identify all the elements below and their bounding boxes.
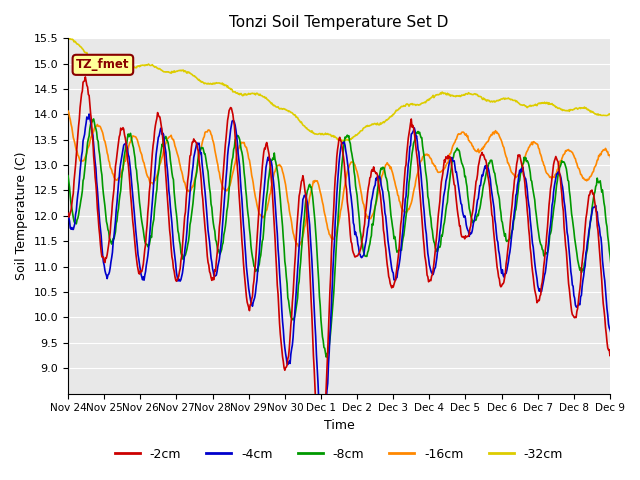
Y-axis label: Soil Temperature (C): Soil Temperature (C) <box>15 152 28 280</box>
X-axis label: Time: Time <box>324 419 355 432</box>
Title: Tonzi Soil Temperature Set D: Tonzi Soil Temperature Set D <box>229 15 449 30</box>
Legend: -2cm, -4cm, -8cm, -16cm, -32cm: -2cm, -4cm, -8cm, -16cm, -32cm <box>110 443 568 466</box>
Text: TZ_fmet: TZ_fmet <box>76 59 130 72</box>
